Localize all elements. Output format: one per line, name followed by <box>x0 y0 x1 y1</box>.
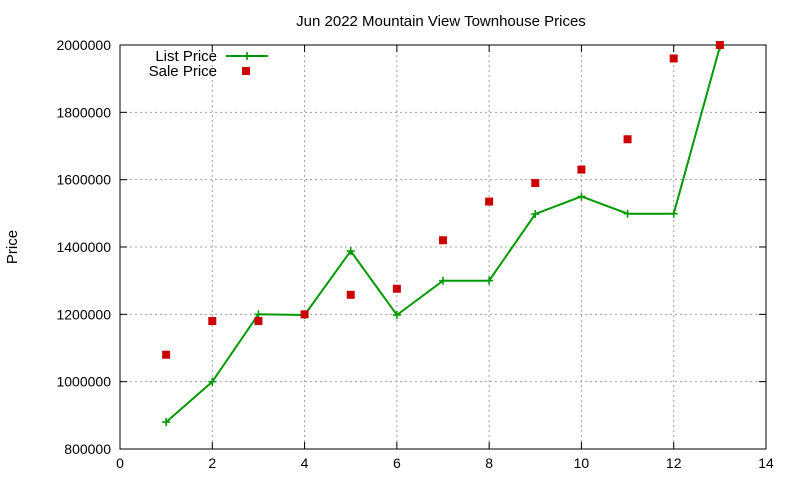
y-tick-label: 1400000 <box>56 239 111 255</box>
data-point-sale-price <box>577 165 586 174</box>
x-tick-label: 14 <box>758 455 774 471</box>
data-point-list-price <box>531 210 540 219</box>
x-tick-label: 0 <box>116 455 124 471</box>
chart-title: Jun 2022 Mountain View Townhouse Prices <box>296 13 586 30</box>
data-point-sale-price <box>346 290 355 299</box>
data-point-list-price <box>577 192 586 201</box>
data-point-list-price <box>623 209 632 218</box>
legend-marker-list-price <box>243 52 251 60</box>
grid-lines <box>120 45 766 449</box>
data-point-list-price <box>392 311 401 320</box>
data-point-list-price <box>346 247 355 256</box>
data-point-sale-price <box>300 310 309 319</box>
legend-swatch-sale-price <box>242 67 250 75</box>
data-series <box>162 41 724 427</box>
x-tick-label: 8 <box>485 455 493 471</box>
x-tick-label: 2 <box>208 455 216 471</box>
axis-ticks <box>119 44 767 450</box>
x-tick-label: 10 <box>574 455 590 471</box>
data-point-sale-price <box>392 284 401 293</box>
series-line-list-price <box>165 46 721 423</box>
y-tick-label: 1200000 <box>56 306 111 322</box>
y-tick-label: 1000000 <box>56 374 111 390</box>
x-tick-label: 6 <box>393 455 401 471</box>
data-point-sale-price <box>439 236 447 245</box>
y-tick-label: 1600000 <box>56 172 111 188</box>
x-tick-label: 4 <box>301 455 309 471</box>
y-tick-label: 2000000 <box>56 37 111 53</box>
data-point-list-price <box>208 377 217 386</box>
legend-label-sale-price: Sale Price <box>149 63 217 80</box>
data-point-sale-price <box>162 350 171 359</box>
data-point-list-price <box>669 209 678 218</box>
tick-labels: 0 2 4 6 8 10 12 14 800000 1000000 1200000 1400000 16… <box>56 37 774 471</box>
data-point-sale-price <box>715 41 724 49</box>
legend-label-list-price: List Price <box>155 48 217 65</box>
data-point-sale-price <box>208 317 217 326</box>
y-axis-title: Price <box>4 230 21 264</box>
data-point-list-price <box>162 418 171 427</box>
data-point-sale-price <box>531 179 540 188</box>
y-tick-label: 1800000 <box>56 104 111 120</box>
data-point-sale-price <box>623 135 632 144</box>
data-point-list-price <box>485 276 494 285</box>
data-point-list-price <box>254 310 263 319</box>
x-tick-label: 12 <box>666 455 682 471</box>
y-tick-label: 800000 <box>64 441 111 457</box>
data-point-list-price <box>439 276 447 285</box>
data-point-sale-price <box>669 54 678 63</box>
legend: List Price Sale Price <box>149 48 268 80</box>
data-point-sale-price <box>485 197 494 206</box>
data-point-sale-price <box>254 317 263 326</box>
